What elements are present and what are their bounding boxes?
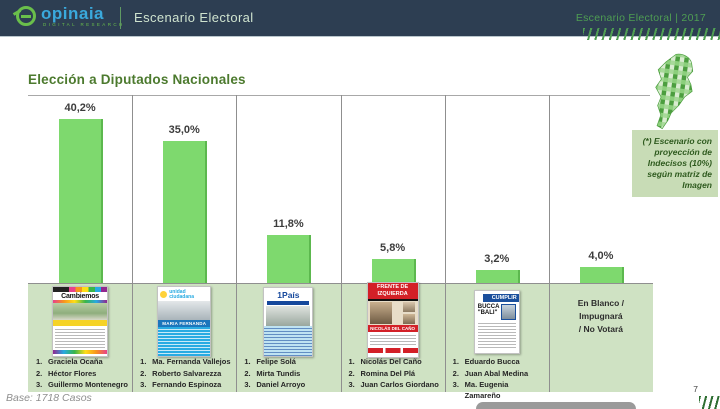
bar-value-en-blanco: 4,0%: [588, 249, 614, 262]
logo-tagline: DIGITAL RESEARCH: [43, 22, 125, 27]
header-section-title: Escenario Electoral: [134, 10, 254, 25]
candidate-list-1pais: 1. Felipe Solá 2. Mirta Tundis 3. Daniel Arro…: [238, 357, 336, 391]
bar-cumplir: [475, 269, 520, 283]
bar-value-cumplir: 3,2%: [484, 252, 510, 265]
candidate-row: 2. Héctor Flores: [36, 368, 97, 378]
candidate-row: 3. Fernando Espinoza: [140, 380, 222, 389]
header-bar: opinaia DIGITAL RESEARCH Escenario Elect…: [0, 0, 720, 37]
bar-en-blanco: [579, 266, 624, 283]
sample-base-note: Base: 1718 Casos: [6, 392, 92, 404]
bar-value-unidad-ciudadana: 35,0%: [168, 123, 200, 136]
candidate-row: 1. Eduardo Bucca: [452, 357, 520, 366]
candidate-list-cambiemos: 1. Graciela Ocaña 2. Héctor Flores 3. Guiller…: [30, 357, 128, 391]
candidate-row: 1. Graciela Ocaña: [36, 357, 103, 366]
ballot-unidad-ciudadana: unidad ciudadana MARIA FERNANDA: [157, 286, 212, 357]
candidate-row: 2. Mirta Tundis: [244, 368, 301, 378]
blank-vote-label: En Blanco / Impugnará / No Votará: [577, 298, 625, 334]
candidate-row: 1. Ma. Fernanda Vallejos: [140, 357, 231, 366]
header-hatch-decoration: [583, 28, 720, 40]
header-right-text: Escenario Electoral | 2017: [575, 12, 706, 24]
bar-value-1pais: 11,8%: [273, 217, 304, 230]
candidate-row: 2. Romina Del Plá: [348, 368, 416, 378]
column-separator: [132, 95, 134, 392]
candidate-row: 3. Juan Carlos Giordano: [348, 380, 439, 389]
candidate-list-cumplir: 1. Eduardo Bucca 2. Juan Abal Medina 3. Ma. E…: [447, 357, 545, 401]
bar-frente-de-izquierda: [371, 259, 416, 283]
corner-hatch-decoration: [699, 396, 720, 409]
bar-cambiemos: [59, 119, 104, 283]
candidate-row: 3. Daniel Arroyo: [244, 380, 306, 389]
bar-value-frente-de-izquierda: 5,8%: [380, 242, 406, 255]
candidate-list-unidad-ciudadana: 1. Ma. Fernanda Vallejos 2. Roberto Salvare…: [134, 357, 232, 391]
ballot-cambiemos: Cambiemos: [52, 286, 109, 357]
column-separator: [340, 95, 342, 392]
page-number: 7: [693, 384, 698, 394]
ballot-cumplir: CUMPLIR BUCCA "BALI": [473, 290, 520, 354]
scenario-note: (*) Escenario con proyección de Indeciso…: [632, 130, 718, 197]
opinaia-logo: opinaia DIGITAL RESEARCH: [16, 5, 125, 28]
bar-unidad-ciudadana: [163, 140, 208, 283]
opinaia-logo-icon: [16, 6, 36, 27]
bar-value-cambiemos: 40,2%: [64, 102, 96, 115]
ballot-1pais: 1País: [263, 287, 314, 357]
candidate-row: 1. Felipe Solá: [244, 357, 296, 366]
candidate-row: 3. Guillermo Montenegro: [36, 380, 129, 389]
candidate-row: 2. Roberto Salvarezza: [140, 368, 222, 378]
header-separator: [120, 7, 121, 29]
candidate-list-frente-de-izquierda: 1. Nicolás Del Caño 2. Romina Del Plá 3. Juan…: [343, 357, 441, 391]
column-separator: [548, 95, 550, 392]
bar-1pais: [267, 234, 312, 283]
candidate-row: 3. Ma. Eugenia Zamareño: [452, 380, 509, 400]
candidate-row: 1. Nicolás Del Caño: [348, 357, 422, 366]
column-separator: [444, 95, 446, 392]
ballot-frente-de-izquierda: FRENTE DE IZQUIERDA NICOLÁS DEL CAÑO: [366, 282, 419, 358]
column-separator: [236, 95, 238, 392]
argentina-map-icon: [638, 52, 708, 132]
candidate-row: 2. Juan Abal Medina: [452, 368, 529, 378]
page-title: Elección a Diputados Nacionales: [28, 72, 246, 87]
logo-brand: opinaia: [41, 4, 105, 23]
chart-top-line: [28, 95, 650, 96]
bottom-decoration: [476, 402, 636, 409]
